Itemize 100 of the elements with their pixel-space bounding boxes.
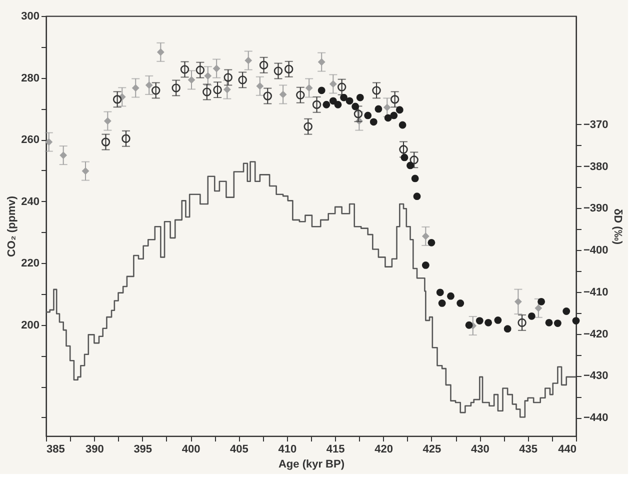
point: [101, 138, 110, 146]
point: [411, 174, 419, 182]
point: [465, 321, 473, 329]
point: [172, 84, 180, 92]
x-tick-label: 430: [470, 444, 490, 456]
y2-tick-label: −430: [584, 370, 608, 382]
point: [145, 81, 153, 89]
point: [82, 167, 90, 175]
x-tick-label: 385: [46, 444, 65, 456]
point: [554, 320, 562, 327]
point: [337, 82, 346, 92]
x-tick-label: 395: [134, 444, 152, 456]
point: [352, 102, 360, 110]
point: [396, 106, 404, 114]
point: [447, 292, 454, 300]
point: [263, 92, 272, 100]
point: [538, 298, 546, 306]
y-tick-label: 200: [21, 319, 40, 332]
point: [545, 318, 553, 326]
point: [104, 117, 112, 125]
point: [212, 64, 220, 72]
point: [279, 90, 287, 98]
point: [406, 162, 414, 170]
point: [202, 88, 212, 96]
point: [122, 134, 130, 143]
point: [572, 317, 580, 325]
point: [132, 84, 140, 92]
point: [304, 122, 312, 131]
point: [312, 100, 322, 109]
x-tick-label: 410: [278, 444, 297, 456]
y-axis-title: CO₂ (ppmv): [6, 196, 18, 258]
point: [45, 138, 53, 146]
point: [238, 76, 247, 84]
point: [318, 58, 326, 66]
point: [188, 76, 196, 84]
x-tick-label: 415: [326, 444, 345, 456]
point: [504, 325, 512, 333]
point: [356, 94, 364, 102]
x-axis-title: Age (kyr BP): [278, 458, 345, 470]
x-tick-label: 440: [558, 444, 576, 456]
point: [296, 90, 305, 100]
point: [399, 145, 408, 154]
point: [370, 118, 378, 126]
point: [340, 94, 348, 102]
point: [274, 66, 283, 76]
point: [346, 97, 354, 105]
point: [428, 238, 436, 246]
y2-tick-label: −400: [584, 244, 608, 257]
x-tick-label: 390: [86, 444, 104, 456]
point: [329, 80, 337, 88]
point: [383, 104, 391, 112]
x-tick-label: 400: [182, 444, 200, 456]
point: [151, 86, 160, 95]
point: [528, 312, 536, 320]
y2-tick-label: −420: [584, 328, 608, 340]
point: [60, 152, 68, 159]
point: [400, 154, 408, 162]
point: [422, 262, 430, 269]
y2-axis-title: δD (‰): [611, 208, 624, 245]
x-tick-label: 425: [422, 444, 442, 456]
point: [398, 121, 406, 129]
point: [223, 86, 231, 94]
point: [534, 304, 542, 312]
point: [318, 86, 326, 94]
point: [374, 105, 382, 113]
point: [422, 232, 430, 240]
point: [284, 64, 294, 74]
point: [410, 156, 418, 164]
point: [244, 56, 252, 64]
point: [390, 112, 398, 120]
point: [354, 110, 363, 118]
point: [562, 308, 570, 315]
y-tick-label: 220: [21, 258, 40, 270]
point: [413, 192, 421, 200]
point: [364, 112, 372, 120]
point: [390, 95, 400, 104]
point: [334, 100, 342, 108]
x-tick-label: 435: [519, 444, 538, 456]
y2-tick-label: −370: [584, 118, 608, 131]
point: [156, 48, 164, 56]
point: [372, 86, 381, 95]
point: [213, 85, 222, 94]
point: [484, 318, 492, 326]
y2-tick-label: −440: [584, 412, 608, 424]
point: [112, 95, 122, 104]
point: [224, 73, 232, 82]
point: [180, 65, 190, 74]
y-tick-label: 240: [21, 196, 40, 208]
x-tick-label: 405: [230, 444, 248, 456]
x-tick-label: 420: [374, 444, 393, 456]
point: [384, 114, 392, 122]
point: [329, 97, 337, 105]
point: [476, 317, 484, 325]
point: [196, 66, 205, 74]
point: [256, 82, 264, 90]
y2-tick-label: −390: [584, 202, 608, 215]
y-tick-label: 300: [21, 10, 40, 22]
point: [518, 318, 526, 328]
point: [514, 298, 522, 306]
point: [322, 100, 330, 108]
